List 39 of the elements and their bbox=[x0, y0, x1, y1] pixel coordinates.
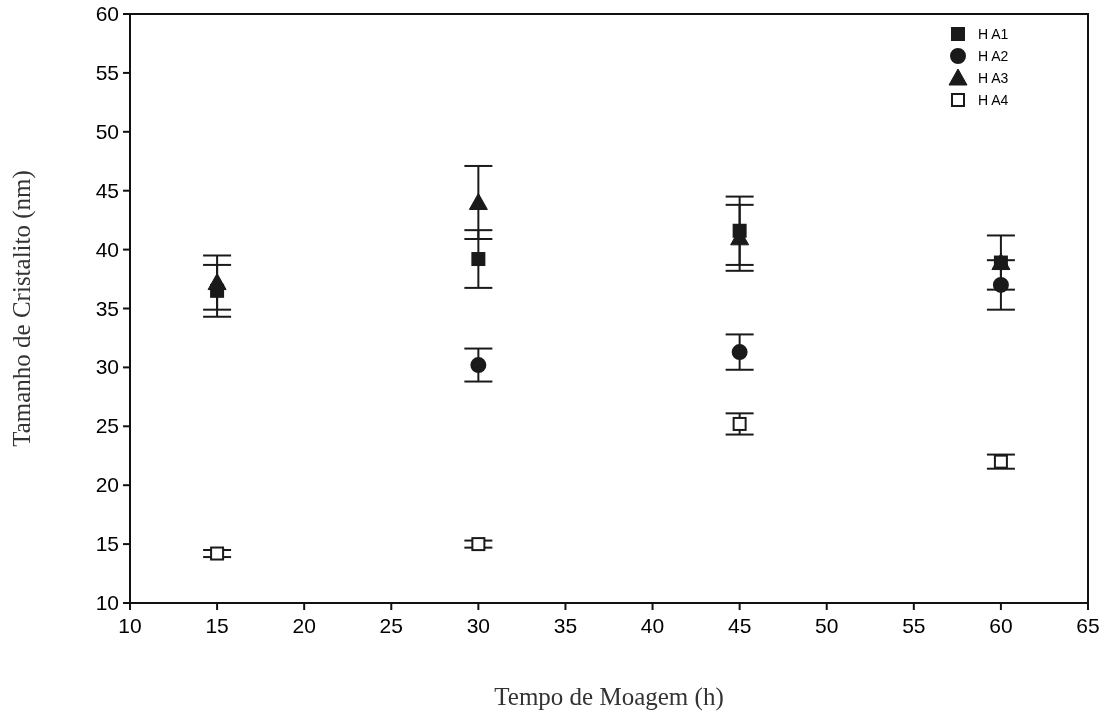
point bbox=[732, 416, 747, 431]
x-tick-label: 20 bbox=[292, 614, 316, 637]
x-tick-label: 30 bbox=[466, 614, 491, 637]
x-tick-label: 25 bbox=[379, 614, 403, 637]
legend-label: H A3 bbox=[978, 70, 1009, 86]
x-tick-label: 50 bbox=[815, 614, 839, 637]
point bbox=[468, 192, 488, 210]
point bbox=[731, 344, 748, 361]
y-tick-label: 15 bbox=[95, 532, 119, 556]
y-tick-label: 50 bbox=[95, 119, 119, 143]
y-tick-label: 45 bbox=[95, 178, 119, 202]
legend-label: H A2 bbox=[978, 48, 1009, 64]
x-tick-label: 35 bbox=[553, 614, 578, 637]
point bbox=[471, 537, 486, 552]
point bbox=[993, 454, 1008, 469]
y-tick-label: 60 bbox=[95, 2, 119, 25]
x-tick-label: 60 bbox=[989, 614, 1013, 637]
point bbox=[207, 273, 227, 291]
x-tick-label: 45 bbox=[727, 614, 752, 637]
point bbox=[470, 357, 487, 374]
x-tick-label: 10 bbox=[118, 614, 142, 637]
point bbox=[471, 252, 486, 267]
point bbox=[210, 546, 225, 561]
y-axis-title: Tamanho de Cristalito (nm) bbox=[8, 170, 36, 447]
x-tick-label: 40 bbox=[640, 614, 665, 637]
y-tick-label: 20 bbox=[95, 473, 119, 497]
point bbox=[992, 276, 1009, 293]
y-tick-label: 55 bbox=[95, 60, 119, 84]
y-tick-label: 30 bbox=[95, 355, 119, 379]
y-tick-label: 10 bbox=[95, 591, 119, 614]
y-tick-label: 35 bbox=[95, 296, 119, 320]
x-tick-label: 65 bbox=[1076, 614, 1100, 637]
y-tick-label: 40 bbox=[95, 237, 119, 261]
x-axis-title: Tempo de Moagem (h) bbox=[494, 683, 724, 711]
legend-label: H A1 bbox=[978, 26, 1009, 42]
legend-label: H A4 bbox=[978, 92, 1009, 108]
x-tick-label: 55 bbox=[902, 614, 926, 637]
y-tick-label: 25 bbox=[95, 414, 119, 438]
x-tick-label: 15 bbox=[205, 614, 229, 637]
